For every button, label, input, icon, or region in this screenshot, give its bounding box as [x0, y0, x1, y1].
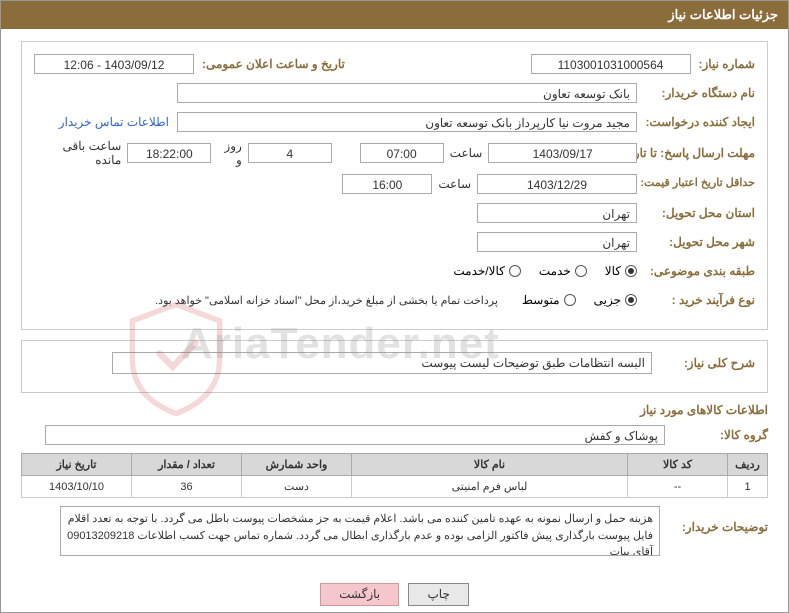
- row-group: گروه کالا: پوشاک و کفش: [21, 423, 768, 447]
- radio-icon: [625, 265, 637, 277]
- hours-left: 18:22:00: [127, 143, 211, 163]
- buyer-notes-box: هزینه حمل و ارسال نمونه به عهده تامین کن…: [60, 506, 660, 556]
- row-overall: شرح کلی نیاز: البسه انتظامات طبق توضیحات…: [34, 351, 755, 375]
- row-need-number: شماره نیاز: 1103001031000564 تاریخ و ساع…: [34, 52, 755, 76]
- days-and: روز و: [217, 139, 241, 167]
- province-value: تهران: [477, 203, 637, 223]
- td-code: --: [628, 476, 728, 498]
- td-row: 1: [728, 476, 768, 498]
- table-header-row: ردیف کد کالا نام کالا واحد شمارش تعداد /…: [22, 454, 768, 476]
- province-label: استان محل تحویل:: [645, 206, 755, 220]
- row-province: استان محل تحویل: تهران: [34, 201, 755, 225]
- radio-partial-label: جزیی: [594, 293, 621, 307]
- row-deadline: مهلت ارسال پاسخ: تا تاریخ: 1403/09/17 سا…: [34, 139, 755, 167]
- validity-date: 1403/12/29: [477, 174, 637, 194]
- radio-service-label: خدمت: [539, 264, 571, 278]
- hour-label-1: ساعت: [450, 146, 483, 160]
- group-value: پوشاک و کفش: [45, 425, 665, 445]
- row-buyer-org: نام دستگاه خریدار: بانک توسعه تعاون: [34, 81, 755, 105]
- process-note: پرداخت تمام یا بخشی از مبلغ خرید،از محل …: [155, 294, 498, 307]
- deadline-hour: 07:00: [360, 143, 444, 163]
- radio-both-label: کالا/خدمت: [453, 264, 504, 278]
- announce-value: 1403/09/12 - 12:06: [34, 54, 194, 74]
- th-name: نام کالا: [352, 454, 628, 476]
- items-table: ردیف کد کالا نام کالا واحد شمارش تعداد /…: [21, 453, 768, 498]
- buyer-org-label: نام دستگاه خریدار:: [645, 86, 755, 100]
- validity-label: حداقل تاریخ اعتبار قیمت: تا تاریخ:: [645, 177, 755, 190]
- radio-goods[interactable]: کالا: [605, 264, 637, 278]
- radio-icon: [509, 265, 521, 277]
- main-panel: جزئیات اطلاعات نیاز AriaTender.net شماره…: [0, 0, 789, 613]
- city-value: تهران: [477, 232, 637, 252]
- back-button[interactable]: بازگشت: [320, 583, 399, 606]
- announce-label: تاریخ و ساعت اعلان عمومی:: [202, 57, 345, 71]
- row-city: شهر محل تحویل: تهران: [34, 230, 755, 254]
- table-row: 1 -- لباس فرم امنیتی دست 36 1403/10/10: [22, 476, 768, 498]
- row-process: نوع فرآیند خرید : جزیی متوسط پرداخت تمام…: [34, 288, 755, 312]
- radio-medium-label: متوسط: [522, 293, 560, 307]
- validity-hour: 16:00: [342, 174, 432, 194]
- deadline-label: مهلت ارسال پاسخ: تا تاریخ:: [645, 146, 755, 160]
- details-fieldset: شماره نیاز: 1103001031000564 تاریخ و ساع…: [21, 41, 768, 330]
- requester-value: مجید مروت نیا کارپرداز بانک توسعه تعاون: [177, 112, 637, 132]
- row-category: طبقه بندی موضوعی: کالا خدمت کالا/خدمت: [34, 259, 755, 283]
- th-date: تاریخ نیاز: [22, 454, 132, 476]
- radio-medium[interactable]: متوسط: [522, 293, 576, 307]
- td-name: لباس فرم امنیتی: [352, 476, 628, 498]
- radio-service[interactable]: خدمت: [539, 264, 587, 278]
- requester-label: ایجاد کننده درخواست:: [645, 115, 755, 129]
- radio-icon: [625, 294, 637, 306]
- buyer-org-value: بانک توسعه تعاون: [177, 83, 637, 103]
- hour-label-2: ساعت: [438, 177, 471, 191]
- goods-section-title: اطلاعات کالاهای مورد نیاز: [21, 403, 768, 417]
- overall-fieldset: شرح کلی نیاز: البسه انتظامات طبق توضیحات…: [21, 340, 768, 393]
- row-validity: حداقل تاریخ اعتبار قیمت: تا تاریخ: 1403/…: [34, 172, 755, 196]
- radio-icon: [575, 265, 587, 277]
- overall-label: شرح کلی نیاز:: [660, 356, 755, 370]
- remain-label: ساعت باقی مانده: [40, 139, 121, 167]
- radio-icon: [564, 294, 576, 306]
- th-row: ردیف: [728, 454, 768, 476]
- need-number-value: 1103001031000564: [531, 54, 691, 74]
- contact-link[interactable]: اطلاعات تماس خریدار: [59, 115, 169, 129]
- th-qty: تعداد / مقدار: [132, 454, 242, 476]
- radio-goods-label: کالا: [605, 264, 621, 278]
- days-num: 4: [248, 143, 332, 163]
- row-requester: ایجاد کننده درخواست: مجید مروت نیا کارپر…: [34, 110, 755, 134]
- process-label: نوع فرآیند خرید :: [645, 293, 755, 307]
- deadline-date: 1403/09/17: [488, 143, 637, 163]
- print-button[interactable]: چاپ: [408, 583, 468, 606]
- th-code: کد کالا: [628, 454, 728, 476]
- overall-desc: البسه انتظامات طبق توضیحات لیست پیوست: [112, 352, 652, 374]
- category-radios: کالا خدمت کالا/خدمت: [439, 264, 637, 278]
- row-buyer-notes: توضیحات خریدار: هزینه حمل و ارسال نمونه …: [21, 506, 768, 556]
- radio-partial[interactable]: جزیی: [594, 293, 637, 307]
- buyer-notes-label: توضیحات خریدار:: [668, 506, 768, 534]
- content: AriaTender.net شماره نیاز: 1103001031000…: [1, 29, 788, 573]
- td-unit: دست: [242, 476, 352, 498]
- button-row: چاپ بازگشت: [1, 573, 788, 612]
- city-label: شهر محل تحویل:: [645, 235, 755, 249]
- radio-both[interactable]: کالا/خدمت: [453, 264, 520, 278]
- need-number-label: شماره نیاز:: [699, 57, 755, 71]
- category-label: طبقه بندی موضوعی:: [645, 264, 755, 278]
- td-qty: 36: [132, 476, 242, 498]
- panel-title: جزئیات اطلاعات نیاز: [668, 7, 778, 22]
- process-radios: جزیی متوسط: [508, 293, 637, 307]
- th-unit: واحد شمارش: [242, 454, 352, 476]
- panel-header: جزئیات اطلاعات نیاز: [1, 1, 788, 29]
- td-date: 1403/10/10: [22, 476, 132, 498]
- group-label: گروه کالا:: [673, 428, 768, 442]
